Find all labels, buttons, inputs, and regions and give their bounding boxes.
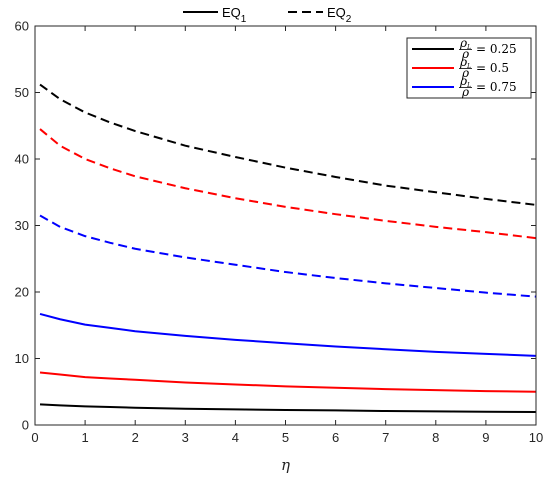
legend-fraction-numerator: ρL [459,74,471,89]
legend-value: = 0.5 [476,61,509,75]
y-tick-label: 20 [15,285,29,300]
x-tick-label: 10 [529,430,543,445]
legend-fraction-denominator: ρ [461,47,469,61]
series-line-6 [39,214,537,298]
x-tick-label: 9 [482,430,489,445]
y-tick-label: 50 [15,85,29,100]
plot-area [39,83,537,414]
legend-fraction-numerator: ρL [459,36,471,51]
series-line-1 [39,403,537,414]
x-tick-label: 2 [132,430,139,445]
series-line-4 [39,128,537,240]
x-tick-label: 3 [182,430,189,445]
legend-fraction-denominator: ρ [461,85,469,99]
x-tick-label: 0 [31,430,38,445]
x-tick-label: 6 [332,430,339,445]
legend-label: EQ2 [327,5,352,25]
y-tick-label: 60 [15,19,29,34]
legend-fraction-numerator: ρL [459,55,471,70]
legend-value: = 0.25 [476,42,517,56]
legend-value: = 0.75 [476,80,517,94]
y-tick-label: 40 [15,152,29,167]
x-tick-label: 4 [232,430,239,445]
x-axis-label: η [281,456,290,474]
series-line-2 [39,83,537,206]
y-tick-label: 30 [15,218,29,233]
y-tick-label: 0 [22,418,29,433]
line-style-legend: EQ1 EQ2 [183,5,352,25]
y-tick-label: 10 [15,351,29,366]
x-tick-label: 5 [282,430,289,445]
x-tick-label: 1 [81,430,88,445]
legend-label: EQ1 [222,5,247,25]
x-tick-label: 7 [382,430,389,445]
series-line-5 [39,312,537,357]
x-tick-label: 8 [432,430,439,445]
axes: 0 1 2 3 4 5 6 7 8 9 10 0 10 20 30 40 50 60 [15,19,544,446]
legend-fraction-denominator: ρ [461,66,469,80]
series-line-3 [39,371,537,393]
